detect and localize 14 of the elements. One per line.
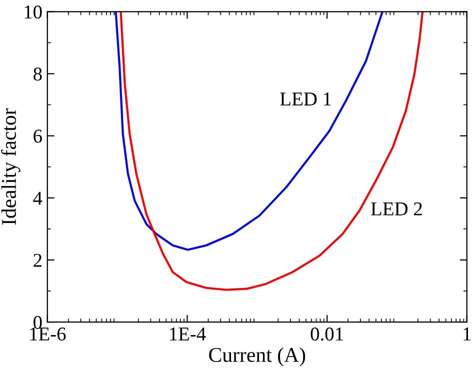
y-tick-label: 10 <box>24 5 42 19</box>
series-label: LED 1 <box>280 92 331 106</box>
y-axis-title: Ideality factor <box>1 108 20 225</box>
y-tick-label: 8 <box>34 68 42 81</box>
series-label: LED 2 <box>371 202 422 216</box>
x-tick-label: 1E-6 <box>30 328 66 341</box>
x-tick-label: 0.01 <box>310 327 343 341</box>
x-tick-label: 1E-4 <box>170 328 206 340</box>
y-tick-label: 4 <box>33 192 42 205</box>
y-tick-label: 2 <box>34 254 42 267</box>
y-tick-label: 6 <box>34 130 42 143</box>
y-tick-label: 0 <box>34 316 42 329</box>
x-axis-title: Current (A) <box>209 347 306 366</box>
x-tick-label: 1 <box>464 328 471 340</box>
